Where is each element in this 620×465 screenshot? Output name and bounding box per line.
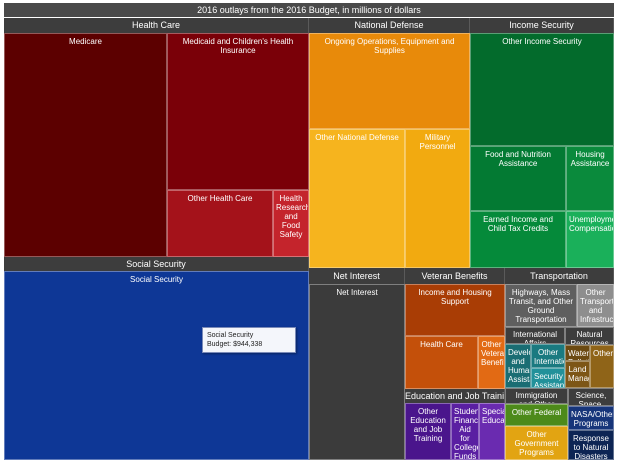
tile-water[interactable]: Water, Pollution Control xyxy=(565,345,590,361)
tile-eitc[interactable]: Earned Income and Child Tax Credits xyxy=(470,211,566,268)
chart-title: 2016 outlays from the 2016 Budget, in mi… xyxy=(4,3,614,17)
tile-student-aid[interactable]: Student Financial Aid for College, Funds… xyxy=(451,403,479,460)
tile-food-nutrition[interactable]: Food and Nutrition Assistance xyxy=(470,146,566,211)
header-national-defense[interactable]: National Defense xyxy=(309,18,470,33)
tile-edu-other[interactable]: Other Education and Job Training xyxy=(405,403,451,460)
tile-land-management[interactable]: Land Management xyxy=(565,361,590,388)
tile-medicaid[interactable]: Medicaid and Children's Health Insurance xyxy=(167,33,309,190)
tile-intl-other[interactable]: Other International Affairs xyxy=(531,344,565,368)
tile-science[interactable]: Science, Space, and Technology xyxy=(568,388,614,406)
tile-intl-development[interactable]: Development and Humanitarian Assistance xyxy=(505,344,531,388)
tile-military-personnel[interactable]: Military Personnel xyxy=(405,129,470,268)
tile-ongoing-operations[interactable]: Ongoing Operations, Equipment and Suppli… xyxy=(309,33,470,129)
tile-net-interest[interactable]: Net Interest xyxy=(309,284,405,460)
header-transportation[interactable]: Transportation xyxy=(505,268,614,284)
tile-housing-assistance[interactable]: Housing Assistance xyxy=(566,146,614,211)
tile-international-affairs[interactable]: International Affairs xyxy=(505,327,565,344)
header-net-interest[interactable]: Net Interest xyxy=(309,268,405,284)
tile-imm-other-federal[interactable]: Other Federal xyxy=(505,404,568,426)
header-veteran-benefits[interactable]: Veteran Benefits xyxy=(405,268,505,284)
tile-other-transportation[interactable]: Other Transportation and Infrastructure xyxy=(577,284,614,327)
tile-other-health-care[interactable]: Other Health Care xyxy=(167,190,273,257)
header-income-security[interactable]: Income Security xyxy=(470,18,614,33)
tooltip-label: Social Security xyxy=(207,332,254,339)
tile-immigration[interactable]: Immigration and Other Federal xyxy=(505,388,568,404)
tile-vet-other[interactable]: Other Veteran Benefits xyxy=(478,336,505,389)
header-health-care[interactable]: Health Care xyxy=(4,18,309,33)
tile-nr-other[interactable]: Other xyxy=(590,345,614,388)
tile-social-security[interactable]: Social Security xyxy=(4,271,309,460)
tile-health-research[interactable]: Health Research and Food Safety xyxy=(273,190,309,257)
chart-tooltip: Social Security Budget: $944,338 xyxy=(202,327,296,353)
tile-highways[interactable]: Highways, Mass Transit, and Other Ground… xyxy=(505,284,577,327)
tile-medicare[interactable]: Medicare xyxy=(4,33,167,257)
tile-imm-other-government[interactable]: Other Government Programs xyxy=(505,426,568,460)
tile-natural-disasters[interactable]: Response to Natural Disasters xyxy=(568,430,614,460)
header-education[interactable]: Education and Job Training xyxy=(405,389,505,403)
tile-vet-health-care[interactable]: Health Care xyxy=(405,336,478,389)
tile-intl-security[interactable]: Security Assistance xyxy=(531,368,565,388)
tile-vet-income-housing[interactable]: Income and Housing Support xyxy=(405,284,505,336)
tooltip-value: Budget: $944,338 xyxy=(207,341,263,348)
tile-special-education[interactable]: Special Education xyxy=(479,403,505,460)
tile-unemployment[interactable]: Unemployment Compensation xyxy=(566,211,614,268)
tile-other-national-defense[interactable]: Other National Defense xyxy=(309,129,405,268)
tile-other-income-security[interactable]: Other Income Security xyxy=(470,33,614,146)
header-social-security[interactable]: Social Security xyxy=(4,257,309,271)
tile-nasa[interactable]: NASA/Other Programs xyxy=(568,406,614,430)
tile-natural-resources[interactable]: Natural Resources xyxy=(565,327,614,345)
